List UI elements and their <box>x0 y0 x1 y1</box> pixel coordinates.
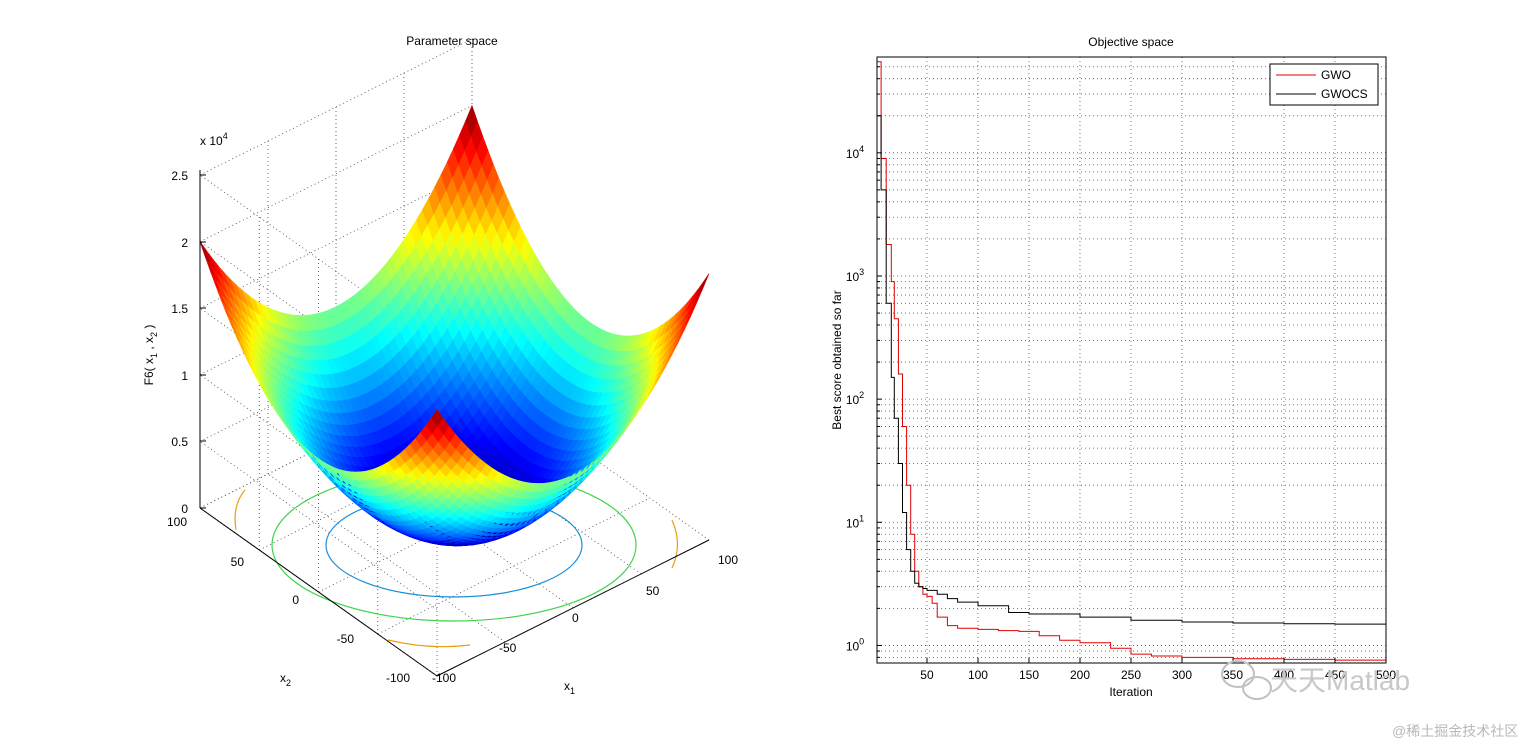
grid-line-28 <box>403 405 642 575</box>
x1-tick-m50: -50 <box>499 641 517 655</box>
grid-line-21 <box>199 38 473 176</box>
xtick-label-7: 400 <box>1274 668 1294 682</box>
ytick-label-0: 100 <box>846 636 864 653</box>
surface-patch-1935 <box>697 273 710 297</box>
x2-tick-50: 50 <box>231 555 245 569</box>
surface-plot: Parameter space 0 0.5 1 1.5 2 2.5 <box>142 34 738 696</box>
contour-outer-right <box>671 519 679 569</box>
grid-line-20 <box>199 105 473 242</box>
plot-frame <box>876 56 1387 664</box>
z-tick-5: 2.5 <box>171 169 188 183</box>
xtick-label-0: 50 <box>920 668 934 682</box>
convergence-ticks: 50 100 150 200 250 300 350 400 450 500 100 101 102 10… <box>846 56 1396 682</box>
x-axis-label: Iteration <box>1109 685 1152 699</box>
wechat-icon <box>1221 660 1272 700</box>
x2-axis-label: x2 <box>280 671 291 688</box>
x1-tick-100: 100 <box>718 553 738 567</box>
xtick-label-4: 250 <box>1121 668 1141 682</box>
x1-tick-50: 50 <box>646 584 660 598</box>
z-tick-labels: 0 0.5 1 1.5 2 2.5 <box>171 169 188 516</box>
x1-tick-m100: -100 <box>432 671 456 685</box>
z-tick-3: 1.5 <box>171 302 188 316</box>
x2-tick-m100: -100 <box>386 671 410 685</box>
surface-axes <box>199 170 710 677</box>
x2-tick-labels: 100 50 0 -50 -100 <box>167 515 410 685</box>
convergence-series <box>877 61 1387 661</box>
z-axis-label: F6( x1 , x2 ) <box>142 325 159 386</box>
surface-mesh <box>199 104 710 547</box>
x2-tick-0: 0 <box>292 593 299 607</box>
legend-box <box>1269 63 1379 106</box>
grid-line-19 <box>199 171 473 309</box>
grid-line-30 <box>471 371 710 541</box>
contour-outer-bottom <box>387 639 471 648</box>
legend-label-gwocs: GWOCS <box>1321 87 1368 101</box>
xtick-label-6: 350 <box>1223 668 1243 682</box>
x1-axis-label: x1 <box>564 679 575 696</box>
plot-area <box>877 57 1386 663</box>
series-gwo <box>877 61 1387 661</box>
z-tick-marks <box>200 174 206 509</box>
convergence-plot: Objective space 50 100 150 200 250 300 350 400 4… <box>830 35 1396 699</box>
xtick-label-1: 100 <box>968 668 988 682</box>
y-axis-label: Best score obtained so far <box>830 290 844 429</box>
xtick-label-3: 200 <box>1070 668 1090 682</box>
ytick-label-3: 103 <box>846 267 864 284</box>
legend-label-gwo: GWO <box>1321 68 1351 82</box>
grid-line-6 <box>199 441 438 610</box>
z-tick-1: 0.5 <box>171 435 188 449</box>
ytick-label-2: 102 <box>846 390 864 407</box>
convergence-title: Objective space <box>1088 35 1174 49</box>
z-tick-2: 1 <box>181 369 188 383</box>
xtick-label-5: 300 <box>1172 668 1192 682</box>
xtick-label-9: 500 <box>1376 668 1396 682</box>
ytick-label-1: 101 <box>846 513 864 530</box>
z-tick-0: 0 <box>181 502 188 516</box>
watermark: 天天Matlab @稀土掘金技术社区 <box>1221 660 1518 739</box>
watermark-text: 天天Matlab <box>1270 665 1410 696</box>
surface-patch-0 <box>199 241 212 267</box>
x1-tick-0: 0 <box>572 611 579 625</box>
surface-title: Parameter space <box>406 34 498 48</box>
convergence-grid <box>877 56 1387 663</box>
x1-tick-labels: -100 -50 0 50 100 <box>432 553 738 685</box>
ytick-label-4: 104 <box>846 144 864 161</box>
watermark-source: @稀土掘金技术社区 <box>1392 723 1518 739</box>
grid-line-24 <box>267 473 506 643</box>
xtick-label-2: 150 <box>1019 668 1039 682</box>
series-gwocs <box>877 115 1387 625</box>
x2-tick-m50: -50 <box>337 632 355 646</box>
grid-line-26 <box>335 439 574 609</box>
xtick-label-8: 450 <box>1325 668 1345 682</box>
x2-tick-100: 100 <box>167 515 187 529</box>
contour-outer-left <box>234 489 246 531</box>
z-scale-label: x 104 <box>200 131 228 148</box>
legend: GWO GWOCS <box>1269 63 1379 106</box>
z-tick-4: 2 <box>181 236 188 250</box>
